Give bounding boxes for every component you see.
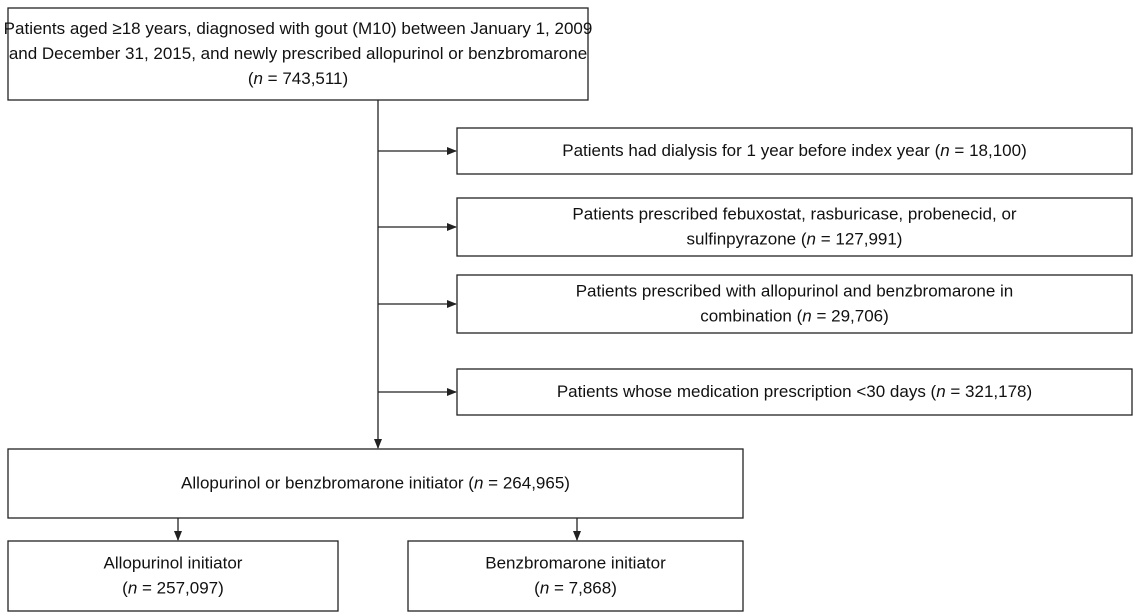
node-text: (n = 743,511) bbox=[248, 69, 348, 88]
text-segment: combination ( bbox=[700, 307, 802, 326]
node-box bbox=[456, 127, 1133, 175]
text-segment: n bbox=[474, 474, 483, 493]
node-box bbox=[7, 540, 339, 612]
node-text: Allopurinol or benzbromarone initiator (… bbox=[181, 474, 570, 493]
text-segment: n bbox=[936, 382, 945, 401]
text-segment: Allopurinol or benzbromarone initiator ( bbox=[181, 474, 474, 493]
node-text: Patients prescribed with allopurinol and… bbox=[576, 282, 1014, 301]
node-text: Benzbromarone initiator bbox=[485, 554, 666, 573]
node: Allopurinol initiator (n = 257,097) bbox=[7, 540, 339, 612]
text-segment: n bbox=[807, 230, 816, 249]
text-segment: Patients prescribed febuxostat, rasburic… bbox=[572, 205, 1016, 224]
text-segment: n bbox=[940, 141, 949, 160]
node-text: combination (n = 29,706) bbox=[700, 307, 889, 326]
text-segment: = 743,511) bbox=[263, 69, 348, 88]
text-segment: Patients aged ≥18 years, diagnosed with … bbox=[4, 19, 593, 38]
node: Patients prescribed with allopurinol and… bbox=[456, 274, 1133, 334]
text-segment: Patients had dialysis for 1 year before … bbox=[562, 141, 940, 160]
node: Patients prescribed febuxostat, rasburic… bbox=[456, 197, 1133, 257]
node-text: Patients whose medication prescription <… bbox=[557, 382, 1032, 401]
node: Allopurinol or benzbromarone initiator (… bbox=[7, 448, 744, 519]
node-text: sulfinpyrazone (n = 127,991) bbox=[687, 230, 903, 249]
connectors bbox=[174, 100, 581, 541]
node-text: (n = 7,868) bbox=[534, 579, 617, 598]
text-segment: sulfinpyrazone ( bbox=[687, 230, 807, 249]
node: Patients aged ≥18 years, diagnosed with … bbox=[4, 7, 593, 101]
node-box bbox=[407, 540, 744, 612]
node-box bbox=[7, 448, 744, 519]
node-box bbox=[456, 197, 1133, 257]
text-segment: = 257,097) bbox=[137, 579, 224, 598]
node-box bbox=[456, 274, 1133, 334]
text-segment: ( bbox=[248, 69, 254, 88]
text-segment: n bbox=[128, 579, 137, 598]
text-segment: = 29,706) bbox=[812, 307, 889, 326]
node-box bbox=[456, 368, 1133, 416]
text-segment: Patients whose medication prescription <… bbox=[557, 382, 937, 401]
text-segment: n bbox=[253, 69, 262, 88]
node-text: Allopurinol initiator bbox=[104, 554, 243, 573]
text-segment: and December 31, 2015, and newly prescri… bbox=[9, 44, 587, 63]
node: Patients had dialysis for 1 year before … bbox=[456, 127, 1133, 175]
text-segment: Allopurinol initiator bbox=[104, 554, 243, 573]
text-segment: Benzbromarone initiator bbox=[485, 554, 666, 573]
text-segment: Patients prescribed with allopurinol and… bbox=[576, 282, 1014, 301]
node-text: (n = 257,097) bbox=[122, 579, 224, 598]
node-text: Patients aged ≥18 years, diagnosed with … bbox=[4, 19, 593, 38]
text-segment: = 264,965) bbox=[483, 474, 570, 493]
nodes: Patients aged ≥18 years, diagnosed with … bbox=[4, 7, 1133, 612]
node-box bbox=[7, 7, 589, 101]
text-segment: = 127,991) bbox=[816, 230, 903, 249]
text-segment: = 18,100) bbox=[950, 141, 1027, 160]
text-segment: n bbox=[802, 307, 811, 326]
node-text: and December 31, 2015, and newly prescri… bbox=[9, 44, 587, 63]
text-segment: = 321,178) bbox=[946, 382, 1033, 401]
text-segment: = 7,868) bbox=[549, 579, 617, 598]
node: Benzbromarone initiator (n = 7,868) bbox=[407, 540, 744, 612]
text-segment: ( bbox=[122, 579, 128, 598]
text-segment: n bbox=[540, 579, 549, 598]
node: Patients whose medication prescription <… bbox=[456, 368, 1133, 416]
node-text: Patients had dialysis for 1 year before … bbox=[562, 141, 1026, 160]
text-segment: ( bbox=[534, 579, 540, 598]
node-text: Patients prescribed febuxostat, rasburic… bbox=[572, 205, 1016, 224]
